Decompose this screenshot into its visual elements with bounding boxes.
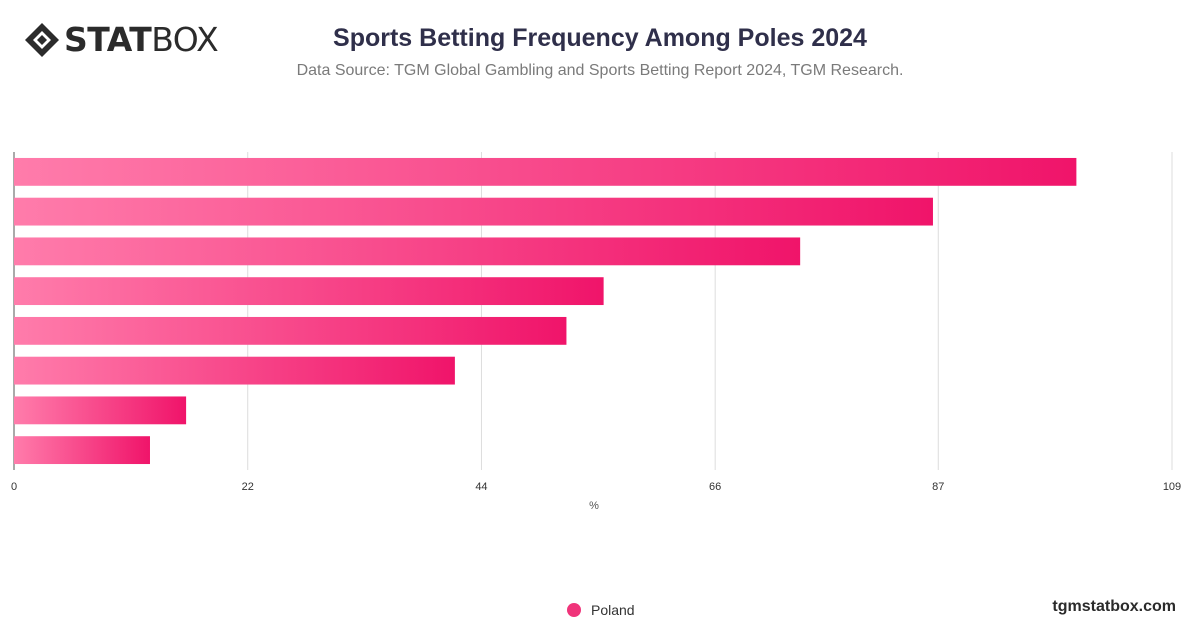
x-tick-label: 0 [11, 481, 17, 493]
bar[interactable] [14, 237, 801, 266]
bar[interactable] [14, 396, 187, 425]
bar[interactable] [14, 197, 933, 226]
x-tick-label: 87 [932, 481, 944, 493]
x-axis-label: % [589, 500, 599, 512]
legend-dot-icon [567, 603, 581, 617]
bar-chart: 0 22 44 66 87 109 % [11, 152, 1181, 512]
chart-subtitle: Data Source: TGM Global Gambling and Spo… [296, 62, 904, 79]
watermark: tgmstatbox.com [1052, 598, 1176, 615]
x-tick-label: 22 [242, 481, 254, 493]
legend-label: Poland [591, 602, 635, 618]
bars [14, 157, 1077, 465]
bar[interactable] [14, 316, 567, 345]
x-tick-labels: 0 22 44 66 87 109 [11, 481, 1181, 493]
bar[interactable] [14, 436, 150, 465]
legend[interactable]: Poland [567, 602, 635, 618]
bar[interactable] [14, 356, 455, 385]
diamond-logo-icon [25, 23, 59, 57]
logo-wordmark: STATBOX [64, 20, 219, 59]
x-tick-label: 66 [709, 481, 721, 493]
bar[interactable] [14, 277, 604, 306]
bar[interactable] [14, 157, 1077, 186]
statbox-logo: STATBOX [24, 20, 219, 59]
x-tick-label: 109 [1163, 481, 1181, 493]
x-tick-label: 44 [475, 481, 487, 493]
chart-title: Sports Betting Frequency Among Poles 202… [333, 24, 867, 52]
